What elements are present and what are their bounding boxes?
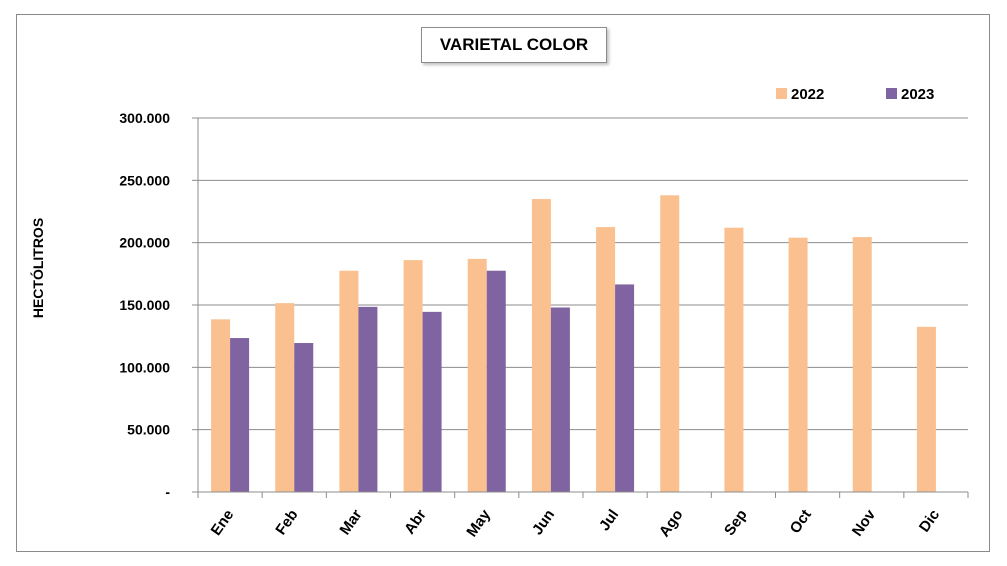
bar-2022-ene bbox=[211, 319, 231, 492]
bar-2023-may bbox=[486, 270, 506, 492]
y-tick-label: 100.000 bbox=[119, 359, 170, 375]
bar-2022-mar bbox=[339, 270, 359, 492]
x-tick-label-mar: Mar bbox=[336, 506, 365, 538]
legend-label-2022: 2022 bbox=[791, 86, 824, 103]
bar-2023-ene bbox=[230, 338, 250, 492]
x-tick-label-jul: Jul bbox=[596, 507, 622, 535]
bar-2022-abr bbox=[403, 260, 423, 492]
x-tick-label-feb: Feb bbox=[272, 507, 301, 539]
bars bbox=[211, 195, 936, 493]
legend-swatch-2022 bbox=[776, 88, 787, 99]
bar-2022-sep bbox=[724, 227, 744, 492]
bar-2023-feb bbox=[294, 343, 314, 492]
bar-2022-dic bbox=[916, 326, 936, 492]
axes bbox=[192, 117, 969, 498]
y-tick-label: 300.000 bbox=[119, 110, 170, 126]
bar-2023-abr bbox=[422, 311, 442, 492]
x-tick-label-sep: Sep bbox=[721, 507, 751, 539]
y-axis-label: HECTÓLITROS bbox=[29, 218, 46, 318]
x-tick-label-nov: Nov bbox=[849, 506, 880, 540]
bar-2022-jul bbox=[596, 227, 616, 493]
x-tick-label-dic: Dic bbox=[916, 507, 943, 536]
bar-2022-jun bbox=[531, 199, 551, 493]
legend-swatch-2023 bbox=[886, 88, 897, 99]
x-tick-label-jun: Jun bbox=[529, 507, 558, 539]
legend: 2022 2023 bbox=[776, 86, 934, 103]
bar-2022-may bbox=[467, 258, 487, 492]
bar-2023-jul bbox=[615, 284, 635, 492]
bar-2023-jun bbox=[550, 307, 570, 492]
gridlines bbox=[198, 117, 968, 431]
x-tick-label-oct: Oct bbox=[787, 507, 815, 537]
bar-2022-nov bbox=[852, 237, 872, 492]
bar-2022-ago bbox=[660, 195, 680, 492]
y-tick-label: 250.000 bbox=[119, 172, 170, 188]
y-tick-labels: - 50.000 100.000 150.000 200.000 250.000 300.0… bbox=[119, 110, 170, 500]
chart-title-text: VARIETAL COLOR bbox=[439, 35, 589, 54]
x-tick-label-abr: Abr bbox=[401, 506, 430, 537]
bar-2022-feb bbox=[275, 303, 295, 492]
y-tick-label: 50.000 bbox=[127, 422, 170, 438]
legend-label-2023: 2023 bbox=[901, 86, 934, 103]
y-tick-label: - bbox=[165, 484, 170, 500]
x-tick-label-may: May bbox=[463, 506, 494, 540]
y-tick-label: 150.000 bbox=[119, 297, 170, 313]
x-tick-label-ene: Ene bbox=[208, 507, 238, 539]
x-tick-labels: Ene Feb Mar Abr May Jun Jul Ago Sep Oct Nov Dic bbox=[208, 506, 944, 540]
y-tick-label: 200.000 bbox=[119, 235, 170, 251]
bar-2022-oct bbox=[788, 237, 808, 492]
bar-2023-mar bbox=[358, 306, 378, 492]
chart-title: VARIETAL COLOR bbox=[421, 27, 607, 63]
x-tick-label-ago: Ago bbox=[656, 507, 687, 541]
